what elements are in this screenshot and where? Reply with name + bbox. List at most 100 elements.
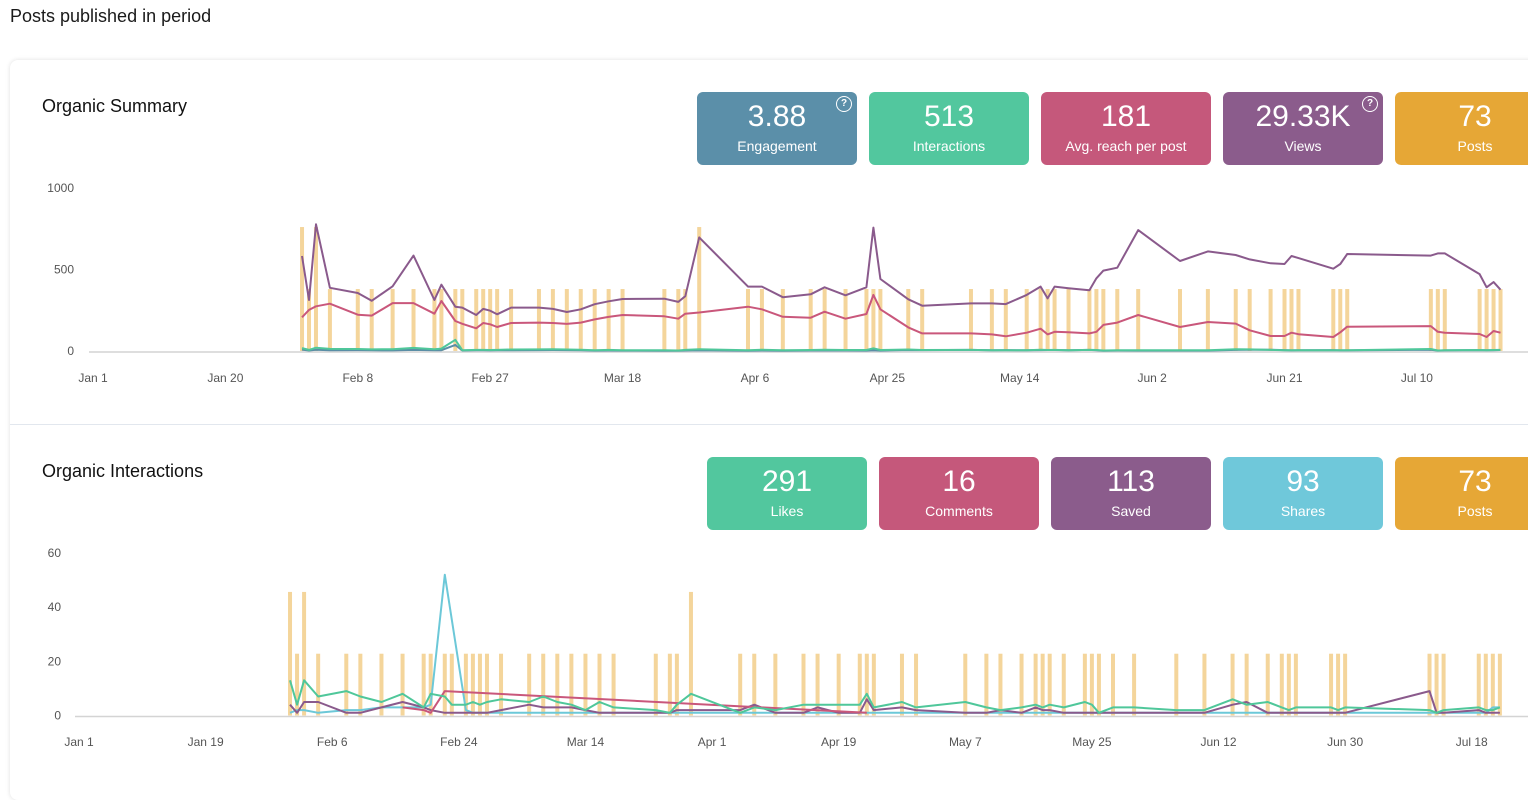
posts-bar[interactable] — [488, 289, 493, 351]
posts-bar[interactable] — [738, 653, 743, 716]
kpi-card-engagement[interactable]: 3.88 Engagement ? — [697, 92, 857, 165]
posts-bar[interactable] — [1293, 653, 1298, 716]
posts-bar[interactable] — [1296, 289, 1301, 351]
help-circle-icon[interactable]: ? — [1362, 96, 1378, 112]
posts-bar[interactable] — [653, 653, 658, 716]
posts-bar[interactable] — [1345, 289, 1350, 351]
posts-bar[interactable] — [1033, 653, 1038, 716]
posts-bar[interactable] — [843, 289, 848, 351]
posts-bar[interactable] — [481, 289, 486, 351]
posts-bar[interactable] — [1483, 653, 1488, 716]
posts-bar[interactable] — [1052, 289, 1057, 351]
posts-bar[interactable] — [674, 653, 679, 716]
posts-bar[interactable] — [759, 289, 764, 351]
posts-bar[interactable] — [390, 289, 395, 351]
posts-bar[interactable] — [1286, 653, 1291, 716]
posts-bar[interactable] — [484, 653, 489, 716]
posts-bar[interactable] — [288, 591, 293, 716]
posts-bar[interactable] — [1434, 653, 1439, 716]
posts-bar[interactable] — [569, 653, 574, 716]
posts-bar[interactable] — [442, 653, 447, 716]
posts-bar[interactable] — [1491, 289, 1496, 351]
posts-bar[interactable] — [1427, 653, 1432, 716]
posts-bar[interactable] — [808, 289, 813, 351]
posts-bar[interactable] — [864, 653, 869, 716]
posts-bar[interactable] — [1428, 289, 1433, 351]
posts-bar[interactable] — [1477, 289, 1482, 351]
posts-bar[interactable] — [1178, 289, 1183, 351]
posts-bar[interactable] — [460, 289, 465, 351]
posts-bar[interactable] — [463, 653, 468, 716]
posts-bar[interactable] — [752, 653, 757, 716]
posts-bar[interactable] — [295, 653, 300, 716]
posts-bar[interactable] — [474, 289, 479, 351]
posts-bar[interactable] — [1087, 289, 1092, 351]
posts-bar[interactable] — [780, 289, 785, 351]
posts-bar[interactable] — [355, 289, 360, 351]
posts-bar[interactable] — [1476, 653, 1481, 716]
posts-bar[interactable] — [1442, 289, 1447, 351]
posts-bar[interactable] — [899, 653, 904, 716]
kpi-card-saved[interactable]: 113 Saved — [1051, 457, 1211, 530]
posts-bar[interactable] — [477, 653, 482, 716]
posts-bar[interactable] — [307, 289, 312, 351]
posts-bar[interactable] — [801, 653, 806, 716]
posts-bar[interactable] — [1435, 289, 1440, 351]
posts-bar[interactable] — [1082, 653, 1087, 716]
posts-bar[interactable] — [379, 653, 384, 716]
posts-bar[interactable] — [1336, 653, 1341, 716]
posts-bar[interactable] — [499, 653, 504, 716]
posts-bar[interactable] — [836, 653, 841, 716]
posts-bar[interactable] — [400, 653, 405, 716]
posts-bar[interactable] — [611, 653, 616, 716]
posts-bar[interactable] — [555, 653, 560, 716]
posts-bar[interactable] — [1040, 653, 1045, 716]
posts-bar[interactable] — [1441, 653, 1446, 716]
posts-bar[interactable] — [1096, 653, 1101, 716]
posts-bar[interactable] — [1202, 653, 1207, 716]
posts-bar[interactable] — [906, 289, 911, 351]
posts-bar[interactable] — [428, 653, 433, 716]
posts-bar[interactable] — [822, 289, 827, 351]
posts-bar[interactable] — [597, 653, 602, 716]
series-line-comments[interactable] — [402, 690, 867, 714]
kpi-card-views[interactable]: 29.33K Views ? — [1223, 92, 1383, 165]
posts-bar[interactable] — [1289, 289, 1294, 351]
posts-bar[interactable] — [1038, 289, 1043, 351]
posts-bar[interactable] — [815, 653, 820, 716]
posts-bar[interactable] — [1331, 289, 1336, 351]
kpi-card-comments[interactable]: 16 Comments — [879, 457, 1039, 530]
posts-bar[interactable] — [411, 289, 416, 351]
kpi-card-shares[interactable]: 93 Shares — [1223, 457, 1383, 530]
posts-bar[interactable] — [683, 289, 688, 351]
kpi-card-posts[interactable]: 73 Posts — [1395, 457, 1528, 530]
posts-bar[interactable] — [327, 289, 332, 351]
posts-bar[interactable] — [344, 653, 349, 716]
posts-bar[interactable] — [857, 653, 862, 716]
posts-bar[interactable] — [470, 653, 475, 716]
series-line-saved[interactable] — [289, 690, 1500, 714]
posts-bar[interactable] — [667, 653, 672, 716]
posts-bar[interactable] — [302, 591, 307, 716]
posts-bar[interactable] — [773, 653, 778, 716]
posts-bar[interactable] — [606, 289, 611, 351]
posts-bar[interactable] — [1490, 653, 1495, 716]
posts-bar[interactable] — [1101, 289, 1106, 351]
posts-bar[interactable] — [697, 227, 702, 351]
posts-bar[interactable] — [914, 653, 919, 716]
posts-bar[interactable] — [509, 289, 514, 351]
series-line-interactions[interactable] — [301, 338, 1501, 352]
posts-bar[interactable] — [316, 653, 321, 716]
posts-bar[interactable] — [998, 653, 1003, 716]
posts-bar[interactable] — [1047, 653, 1052, 716]
posts-bar[interactable] — [369, 289, 374, 351]
posts-bar[interactable] — [1115, 289, 1120, 351]
posts-bar[interactable] — [1230, 653, 1235, 716]
posts-bar[interactable] — [1343, 653, 1348, 716]
posts-bar[interactable] — [1066, 289, 1071, 351]
kpi-card-avg-reach[interactable]: 181 Avg. reach per post — [1041, 92, 1211, 165]
posts-bar[interactable] — [984, 653, 989, 716]
posts-bar[interactable] — [1061, 653, 1066, 716]
posts-bar[interactable] — [449, 653, 454, 716]
posts-bar[interactable] — [432, 289, 437, 351]
